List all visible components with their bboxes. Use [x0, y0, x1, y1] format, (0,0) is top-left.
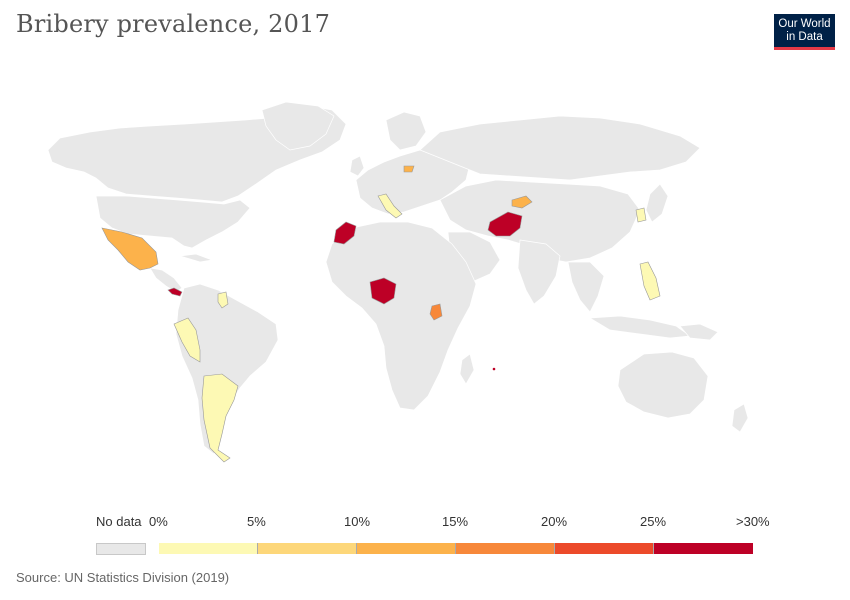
countries-with-data [101, 165, 661, 463]
country-argentina[interactable] [201, 373, 239, 463]
legend-bin-15-20[interactable] [456, 543, 555, 554]
country-new-guinea[interactable] [679, 323, 719, 341]
chart-title: Bribery prevalence, 2017 [16, 10, 331, 38]
source-note[interactable]: Source: UN Statistics Division (2019) [16, 570, 230, 585]
legend-tick-30plus: >30% [736, 514, 770, 529]
owid-logo[interactable]: Our World in Data [774, 14, 835, 50]
country-mexico[interactable] [101, 227, 159, 271]
logo-line1: Our World [778, 18, 831, 30]
country-south-korea[interactable] [635, 207, 647, 223]
country-scandinavia[interactable] [385, 111, 427, 151]
country-italy[interactable] [377, 193, 403, 219]
country-australia[interactable] [617, 351, 709, 419]
legend-bin-10-15[interactable] [357, 543, 456, 554]
country-asia-central[interactable] [439, 179, 641, 263]
country-new-zealand[interactable] [731, 403, 749, 433]
country-lithuania[interactable] [403, 165, 415, 173]
country-south-america[interactable] [175, 283, 279, 455]
country-southeast-asia[interactable] [567, 261, 605, 313]
legend-tick-20: 20% [541, 514, 568, 529]
country-indonesia[interactable] [588, 315, 691, 339]
country-philippines[interactable] [639, 261, 661, 301]
country-kyrgyzstan[interactable] [511, 195, 533, 209]
legend-color-scale [159, 543, 753, 554]
legend-bin-5-10[interactable] [258, 543, 357, 554]
legend-bin-25-30plus[interactable] [654, 543, 753, 554]
legend-tick-25: 25% [640, 514, 667, 529]
legend-tick-5: 5% [247, 514, 266, 529]
logo-accent-bar [774, 47, 835, 50]
country-morocco[interactable] [333, 221, 357, 245]
country-cuba[interactable] [179, 253, 214, 263]
country-guyana[interactable] [217, 291, 229, 309]
legend-no-data-swatch[interactable] [96, 543, 146, 555]
logo-line2: in Data [786, 31, 823, 43]
country-mauritius[interactable] [492, 367, 496, 371]
legend-tick-0: 0% [149, 514, 168, 529]
legend-tick-15: 15% [442, 514, 469, 529]
country-peru[interactable] [173, 317, 201, 363]
country-afghanistan[interactable] [487, 211, 523, 237]
country-russia[interactable] [419, 115, 701, 181]
legend-bin-0-5[interactable] [159, 543, 258, 554]
country-uganda[interactable] [429, 303, 443, 321]
legend-no-data-label: No data [96, 514, 142, 529]
country-panama[interactable] [167, 287, 183, 297]
country-central-america[interactable] [149, 267, 183, 293]
country-uk[interactable] [349, 155, 365, 177]
country-india[interactable] [517, 239, 561, 305]
world-map [47, 101, 749, 463]
country-madagascar[interactable] [459, 353, 475, 385]
country-greenland[interactable] [261, 101, 335, 151]
legend-bin-20-25[interactable] [555, 543, 654, 554]
legend-tick-10: 10% [344, 514, 371, 529]
country-africa[interactable] [325, 221, 477, 411]
country-nigeria[interactable] [369, 277, 397, 305]
country-japan[interactable] [645, 183, 669, 223]
